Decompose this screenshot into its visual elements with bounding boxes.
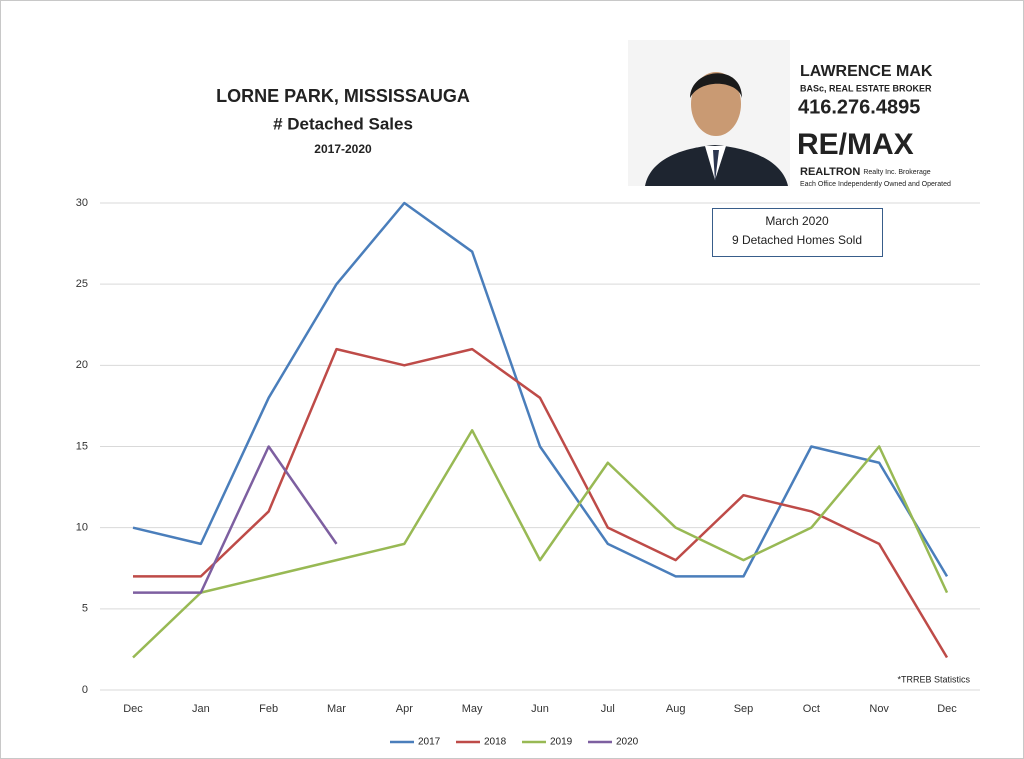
series-line [133, 445, 338, 594]
x-tick-label: May [462, 703, 483, 715]
annotation-box [712, 208, 883, 257]
brand: RE/MAX [797, 128, 914, 161]
x-tick-label: Nov [869, 703, 889, 715]
agent-credentials: BASc, REAL ESTATE BROKER [800, 83, 932, 93]
office: REALTRON Realty Inc. Brokerage [800, 166, 931, 178]
y-tick-label: 5 [82, 603, 88, 615]
x-tick-label: Feb [259, 703, 278, 715]
y-tick-label: 0 [82, 684, 88, 696]
x-tick-label: Jun [531, 703, 549, 715]
legend-label: 2020 [616, 737, 639, 748]
y-tick-label: 30 [76, 197, 88, 209]
y-tick-label: 20 [76, 359, 88, 371]
chart-period: 2017-2020 [314, 142, 372, 156]
annotation-text: March 2020 [765, 214, 829, 228]
legend-label: 2017 [418, 737, 441, 748]
annotation-text: 9 Detached Homes Sold [732, 233, 862, 247]
x-tick-label: Dec [937, 703, 957, 715]
disclaimer: Each Office Independently Owned and Oper… [800, 181, 951, 188]
y-tick-label: 10 [76, 522, 88, 534]
chart-subtitle: # Detached Sales [273, 114, 413, 133]
agent-name: LAWRENCE MAK [800, 63, 933, 80]
series-line [132, 201, 949, 578]
chart-title: LORNE PARK, MISSISSAUGA [216, 86, 470, 106]
source-note: *TRREB Statistics [897, 674, 970, 684]
agent-phone: 416.276.4895 [798, 96, 920, 118]
y-tick-label: 15 [76, 440, 88, 452]
x-tick-label: Oct [803, 703, 820, 715]
x-tick-label: Apr [396, 703, 413, 715]
series-line [132, 429, 949, 659]
x-tick-label: Jan [192, 703, 210, 715]
x-tick-label: Dec [123, 703, 143, 715]
series-line [133, 347, 949, 659]
legend-label: 2019 [550, 737, 573, 748]
legend-label: 2018 [484, 737, 507, 748]
agent-photo [628, 40, 790, 186]
x-tick-label: Aug [666, 703, 686, 715]
x-tick-label: Sep [734, 703, 754, 715]
x-tick-label: Jul [601, 703, 615, 715]
office-name: REALTRON [800, 166, 860, 178]
x-tick-label: Mar [327, 703, 346, 715]
office-suffix: Realty Inc. Brokerage [863, 169, 930, 176]
y-tick-label: 25 [76, 278, 88, 290]
